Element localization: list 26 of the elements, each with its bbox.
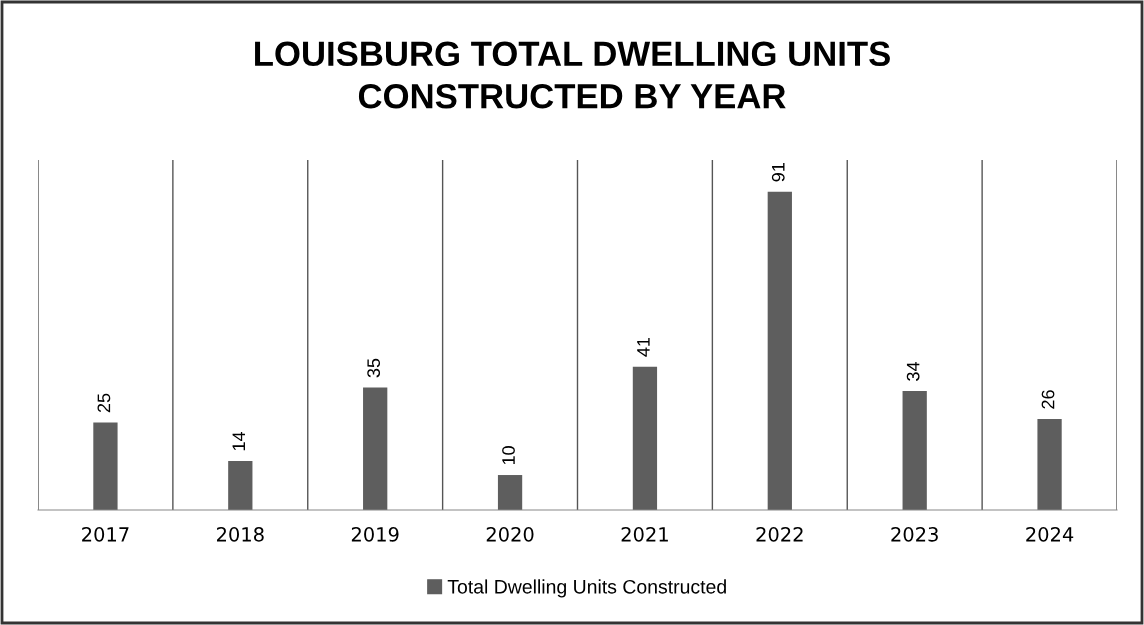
bar xyxy=(1037,419,1062,510)
data-label: 34 xyxy=(906,362,920,381)
chart-title: LOUISBURG TOTAL DWELLING UNITS CONSTRUCTED BY YEAR xyxy=(255,41,890,109)
data-label: 41 xyxy=(637,337,650,357)
data-label: 26 xyxy=(1041,390,1055,409)
bar xyxy=(228,461,253,510)
bar xyxy=(767,191,792,510)
data-label: 35 xyxy=(367,358,381,378)
x-tick-label: 2022 xyxy=(756,527,803,542)
data-label: 14 xyxy=(232,431,245,451)
bar xyxy=(93,422,118,510)
x-tick-label: 2019 xyxy=(351,527,399,542)
x-tick-label: 2024 xyxy=(1026,527,1074,542)
x-tick-label: 2021 xyxy=(621,527,668,542)
x-tick-label: 2017 xyxy=(82,527,129,542)
x-tick-label: 2020 xyxy=(486,527,534,542)
bar xyxy=(497,475,523,510)
bar xyxy=(632,366,658,510)
x-tick-label: 2023 xyxy=(891,527,938,542)
bar xyxy=(902,391,927,510)
data-label: 10 xyxy=(502,446,515,465)
legend-label: Total Dwelling Units Constructed xyxy=(447,579,726,598)
data-label: 25 xyxy=(97,393,111,413)
bar xyxy=(363,387,388,510)
data-label: 91 xyxy=(771,163,785,182)
x-tick-label: 2018 xyxy=(216,527,264,542)
